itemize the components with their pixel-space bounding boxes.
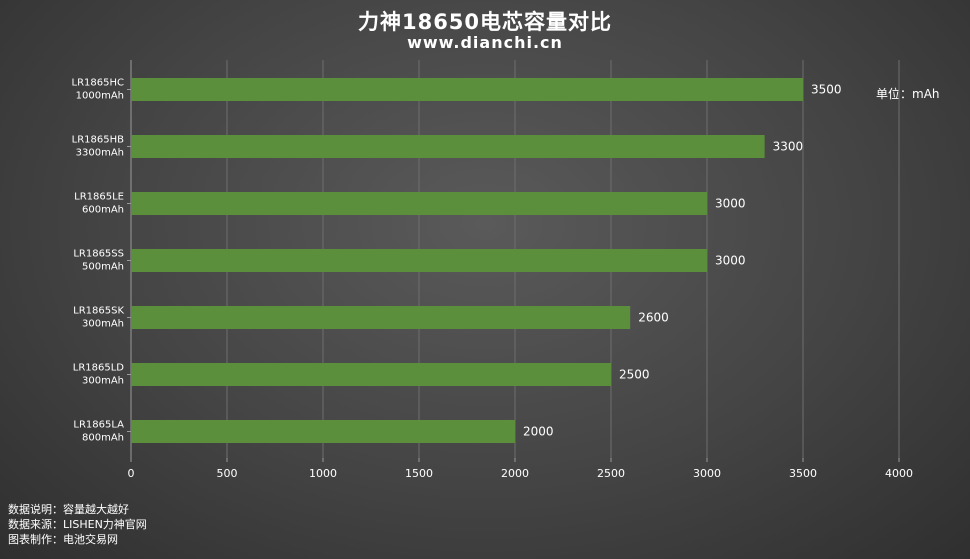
data-label: 3000 bbox=[715, 197, 746, 211]
x-tick-label: 1500 bbox=[405, 467, 433, 480]
category-label-capacity: 800mAh bbox=[82, 433, 124, 444]
x-tick-label: 2500 bbox=[597, 467, 625, 480]
bar bbox=[131, 249, 707, 272]
unit-label: 单位：mAh bbox=[876, 87, 940, 101]
bar bbox=[131, 420, 515, 443]
x-tick-label: 500 bbox=[217, 467, 238, 480]
category-label-model: LR1865LA bbox=[73, 420, 124, 431]
chart-notes: 数据说明：容量越大越好 数据来源：LISHEN力神官网 图表制作：电池交易网 bbox=[8, 502, 147, 547]
category-label-capacity: 300mAh bbox=[82, 319, 124, 330]
category-label-capacity: 1000mAh bbox=[76, 91, 124, 102]
data-label: 3300 bbox=[773, 140, 804, 154]
x-tick-label: 3000 bbox=[693, 467, 721, 480]
chart-subtitle: www.dianchi.cn bbox=[407, 33, 563, 52]
bar bbox=[131, 135, 765, 158]
category-label-capacity: 3300mAh bbox=[76, 148, 124, 159]
category-label-capacity: 500mAh bbox=[82, 262, 124, 273]
bar bbox=[131, 363, 611, 386]
x-tick-label: 3500 bbox=[789, 467, 817, 480]
x-tick-label: 1000 bbox=[309, 467, 337, 480]
category-label-capacity: 300mAh bbox=[82, 376, 124, 387]
chart-title: 力神18650电芯容量对比 bbox=[357, 10, 613, 34]
note-description: 数据说明：容量越大越好 bbox=[8, 503, 129, 516]
x-tick-label: 4000 bbox=[885, 467, 913, 480]
data-label: 3500 bbox=[811, 83, 842, 97]
category-label-model: LR1865LD bbox=[73, 363, 125, 374]
category-label-model: LR1865HC bbox=[72, 78, 124, 89]
bar bbox=[131, 192, 707, 215]
data-label: 2600 bbox=[638, 311, 669, 325]
note-source: 数据来源：LISHEN力神官网 bbox=[8, 518, 147, 531]
category-label-model: LR1865HB bbox=[72, 135, 124, 146]
data-label: 3000 bbox=[715, 254, 746, 268]
bar-chart: 0 500 1000 1500 2000 2500 3000 3500 4000 3500 LR18… bbox=[72, 60, 913, 480]
data-label: 2500 bbox=[619, 368, 650, 382]
category-label-model: LR1865SS bbox=[73, 249, 124, 260]
category-label-model: LR1865LE bbox=[74, 192, 124, 203]
bar bbox=[131, 78, 803, 101]
x-tick-label: 0 bbox=[128, 467, 135, 480]
bar bbox=[131, 306, 631, 329]
category-label-capacity: 600mAh bbox=[82, 205, 124, 216]
note-author: 图表制作：电池交易网 bbox=[8, 533, 118, 546]
category-label-model: LR1865SK bbox=[73, 306, 124, 317]
data-label: 2000 bbox=[523, 425, 554, 439]
x-tick-label: 2000 bbox=[501, 467, 529, 480]
